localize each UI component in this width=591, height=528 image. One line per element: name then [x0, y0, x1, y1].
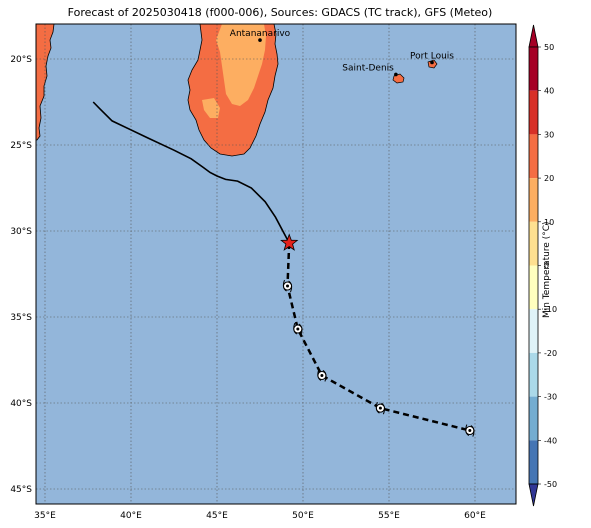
cyclone-symbol-icon — [375, 401, 386, 415]
city-marker — [258, 38, 262, 42]
colorbar-tick-label: 40 — [544, 87, 554, 96]
colorbar-band — [529, 221, 538, 266]
colorbar-tick-label: 20 — [544, 174, 554, 183]
colorbar-band — [529, 47, 538, 91]
colorbar: 50 40 30 20 10 0 -10 -20 -30 -40 -50 — [528, 24, 557, 507]
lon-tick-45: 45°E — [206, 511, 228, 521]
city-marker — [394, 72, 398, 77]
cyclone-symbol-icon — [282, 279, 293, 293]
lon-tick-60: 60°E — [464, 511, 486, 521]
past-track-line — [92, 101, 290, 244]
lon-tick-50: 50°E — [292, 511, 314, 521]
colorbar-tick-label: 10 — [544, 218, 554, 227]
colorbar-tick-label: -20 — [544, 349, 557, 358]
colorbar-band — [529, 265, 538, 310]
colorbar-band — [529, 352, 538, 397]
colorbar-tick-label: -10 — [544, 305, 557, 314]
lon-tick-35: 35°E — [34, 511, 56, 521]
colorbar-band — [529, 134, 538, 179]
ocean-background — [36, 24, 516, 504]
colorbar-bottom-extend — [528, 483, 539, 507]
lon-tick-40: 40°E — [120, 511, 142, 521]
cyclone-symbol-icon — [293, 322, 303, 336]
city-label: Saint-Denis — [342, 63, 394, 73]
colorbar-band — [529, 309, 538, 353]
africa-landmass — [36, 24, 55, 141]
madagascar-highlands — [216, 24, 266, 106]
lat-tick-35: 35°S — [10, 313, 32, 323]
colorbar-band — [529, 396, 538, 441]
forecast-track-line — [286, 242, 471, 432]
colorbar-label: Min Temperature (°C) — [542, 221, 552, 318]
lat-tick-40: 40°S — [10, 399, 32, 409]
cyclone-symbol-icon — [465, 424, 475, 437]
colorbar-tick-label: 30 — [544, 130, 554, 139]
colorbar-top-extend — [528, 24, 539, 48]
city-layer: Antananarivo Port Louis Saint-Denis — [230, 29, 454, 77]
lon-tick-55: 55°E — [378, 511, 400, 521]
map-title: Forecast of 2025030418 (f000-006), Sourc… — [67, 6, 493, 19]
colorbar-band — [529, 90, 538, 135]
storm-track-layer — [92, 101, 475, 437]
colorbar-tick-label: 0 — [544, 262, 549, 271]
colorbar-tick-label: -40 — [544, 436, 557, 445]
colorbar-tick-label: -30 — [544, 393, 557, 402]
city-label: Port Louis — [410, 51, 454, 61]
lat-tick-30: 30°S — [10, 227, 32, 237]
colorbar-tick-label: -50 — [544, 480, 557, 489]
colorbar-band — [529, 178, 538, 222]
lat-tick-25: 25°S — [10, 141, 32, 151]
madagascar-south-highland — [202, 98, 220, 118]
graticule — [36, 24, 516, 504]
colorbar-tick-label: 50 — [544, 43, 554, 52]
cyclone-symbol-icon — [317, 369, 327, 382]
city-marker — [430, 60, 434, 65]
lat-tick-20: 20°S — [10, 55, 32, 65]
city-label: Antananarivo — [230, 29, 291, 39]
map-frame — [35, 23, 517, 505]
current-position-star-icon — [280, 233, 299, 251]
colorbar-band — [529, 440, 538, 484]
lat-tick-45: 45°S — [10, 485, 32, 495]
